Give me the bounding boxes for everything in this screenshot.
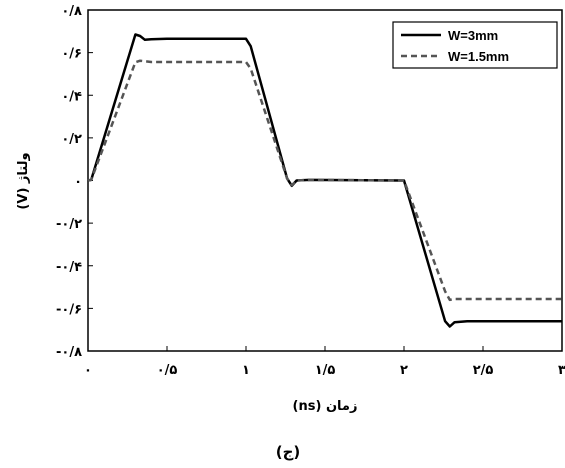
series-group (87, 33, 562, 328)
y-tick-label: ۰ (74, 175, 82, 190)
y-tick-label: -۰/۸ (56, 345, 82, 360)
y-axis-title: ولتاژ (V) (16, 152, 31, 209)
y-tick-label: ۰/۶ (61, 47, 82, 62)
y-tick-label: ۰/۸ (61, 4, 82, 19)
x-tick-label: ۰ (84, 363, 92, 378)
legend-label-w3: W=3mm (448, 28, 498, 43)
y-tick-label: ۰/۲ (61, 132, 82, 147)
x-tick-label: ۲ (400, 363, 408, 378)
legend-box (392, 21, 558, 69)
x-tick-label: ۲/۵ (473, 363, 494, 378)
legend-label-w15: W=1.5mm (448, 49, 509, 64)
legend: W=3mm W=1.5mm (392, 21, 558, 69)
x-tick-label: ۱/۵ (315, 363, 336, 378)
x-tick-label: ۰/۵ (157, 363, 178, 378)
y-tick-label: -۰/۴ (56, 260, 82, 275)
y-tick-label: ۰/۴ (61, 89, 82, 104)
y-tick-label: -۰/۲ (56, 217, 82, 232)
series-line-w1-5mm (87, 59, 562, 302)
figure-caption: (ج) (276, 443, 301, 461)
x-tick-label: ۱ (242, 363, 250, 378)
y-tick-label: -۰/۶ (56, 302, 82, 317)
x-tick-label: ۳ (558, 363, 565, 378)
series-line-w3mm (87, 33, 562, 328)
tick-group: ۰ ۰/۵ ۱ ۱/۵ ۲ ۲/۵ ۳ ۰/۸ ۰/۶ ۰/۴ ۰/۲ ۰ -۰/۲ -۰/۴ -۰/۶ -۰… (56, 4, 565, 378)
x-axis-title: زمان (ns) (293, 399, 358, 414)
